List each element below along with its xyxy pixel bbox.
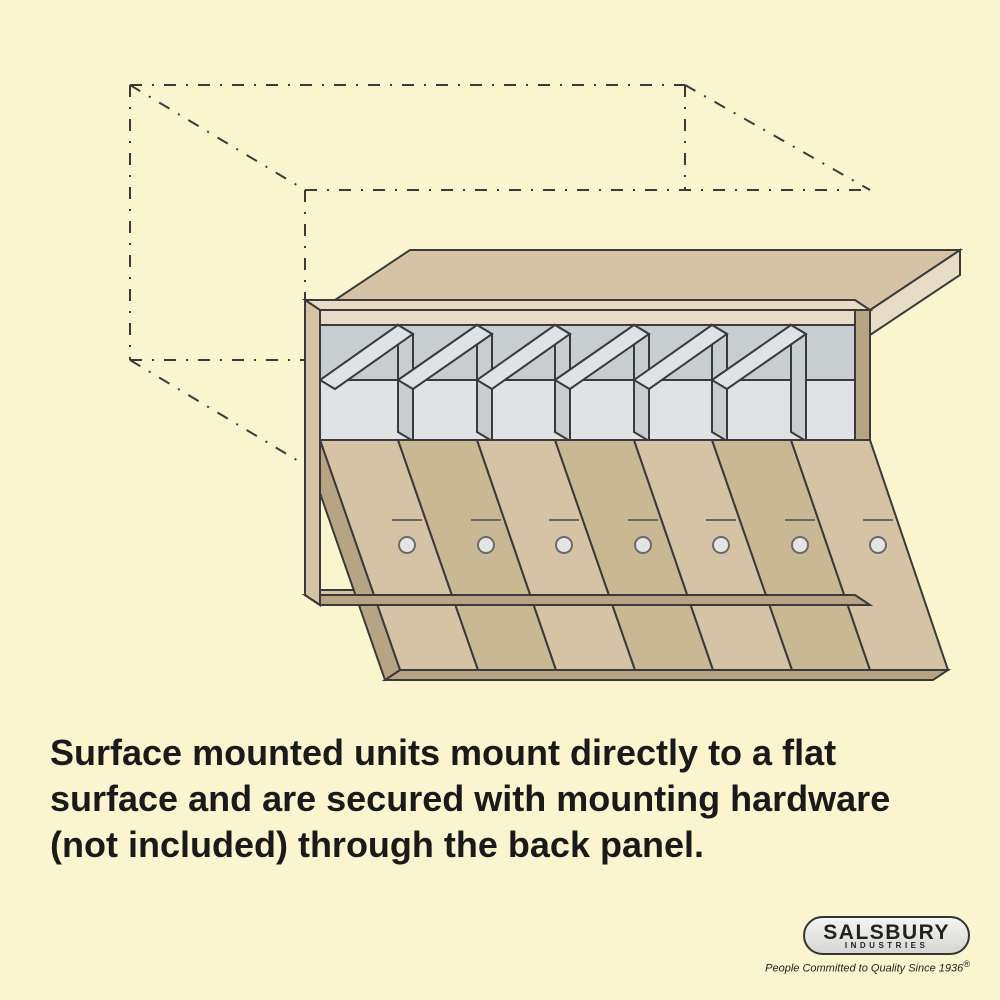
door-panels	[320, 440, 948, 670]
logo-tagline: People Committed to Quality Since 1936®	[765, 959, 970, 975]
caption-text: Surface mounted units mount directly to …	[50, 730, 960, 868]
door-bank-bottom-edge	[385, 670, 948, 680]
logo-pill: SALSBURY INDUSTRIES	[803, 916, 970, 955]
canvas: Surface mounted units mount directly to …	[0, 0, 1000, 1000]
company-logo: SALSBURY INDUSTRIES People Committed to …	[765, 916, 970, 975]
top-rim-face	[320, 310, 870, 325]
mailbox-unit	[305, 250, 960, 680]
cabinet-bottom-face	[305, 595, 870, 605]
logo-brand: SALSBURY	[823, 922, 950, 943]
cabinet-top-face	[305, 300, 870, 310]
cabinet-left-outer	[305, 300, 320, 605]
